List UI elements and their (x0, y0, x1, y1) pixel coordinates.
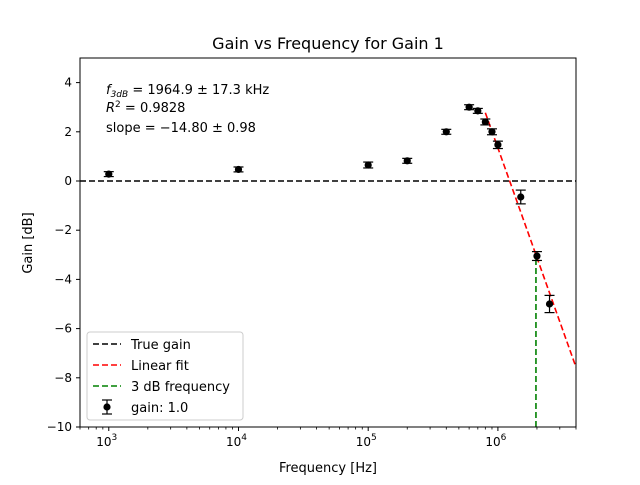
legend-label: 3 dB frequency (131, 380, 230, 395)
y-tick-label: 0 (64, 174, 72, 188)
data-marker (517, 193, 525, 201)
axes-frame (79, 57, 577, 428)
x-tick-label: 105 (356, 433, 377, 449)
data-marker (545, 300, 554, 308)
data-marker (494, 141, 502, 149)
data-point (492, 140, 503, 150)
data-point (531, 251, 542, 262)
x-tick-label: 103 (96, 433, 117, 449)
x-tick-label: 104 (226, 433, 247, 449)
data-point (480, 118, 491, 126)
y-tick-label: −6 (54, 322, 72, 336)
legend-item: gain: 1.0 (102, 399, 188, 416)
data-point (472, 107, 483, 115)
data-marker (465, 103, 473, 111)
data-marker (403, 157, 411, 165)
legend-item: 3 dB frequency (93, 380, 230, 395)
legend-item: True gain (93, 338, 191, 353)
y-tick-label: 4 (64, 76, 72, 90)
data-point (515, 189, 526, 205)
linear-fit-line (484, 112, 576, 368)
data-marker (105, 170, 113, 178)
data-point (486, 128, 497, 136)
annotation-r2: R2 = 0.9828 (106, 100, 185, 116)
annotation-slope: slope = −14.80 ± 0.98 (106, 121, 256, 136)
data-point (103, 170, 114, 178)
y-tick-label: −4 (54, 272, 72, 286)
axis-ticks: 4 2 0 −2 −4 −6 −8 −10 103 104 105 106 (47, 76, 577, 449)
data-marker (474, 107, 482, 115)
x-axis-label: Frequency [Hz] (279, 461, 377, 476)
legend-item: Linear fit (93, 359, 189, 374)
data-point (233, 165, 244, 174)
data-marker (488, 128, 496, 136)
legend-label: Linear fit (131, 359, 189, 374)
data-point (402, 157, 413, 165)
plot-clipped (80, 103, 576, 427)
data-marker (442, 128, 450, 136)
chart-title: Gain vs Frequency for Gain 1 (212, 34, 444, 53)
y-tick-label: −10 (47, 420, 72, 434)
data-point (464, 103, 475, 111)
y-tick-label: −8 (54, 371, 72, 385)
plot-area (79, 57, 577, 428)
data-marker (481, 118, 489, 126)
data-point (441, 128, 452, 136)
legend: True gain Linear fit 3 dB frequency gain: 1… (86, 331, 244, 421)
data-point (363, 161, 374, 169)
data-marker (533, 252, 541, 260)
data-marker (364, 161, 372, 169)
y-axis-label: Gain [dB] (21, 212, 36, 273)
data-point (544, 294, 555, 314)
annotation-f3db: f3dB = 1964.9 ± 17.3 kHz (106, 83, 269, 100)
y-tick-label: 2 (64, 125, 72, 139)
y-tick-label: −2 (54, 223, 72, 237)
x-tick-label: 106 (485, 433, 506, 449)
legend-label: gain: 1.0 (131, 401, 188, 416)
data-marker (234, 165, 243, 174)
legend-box (86, 331, 244, 421)
legend-marker (103, 403, 111, 411)
legend-label: True gain (130, 338, 191, 353)
